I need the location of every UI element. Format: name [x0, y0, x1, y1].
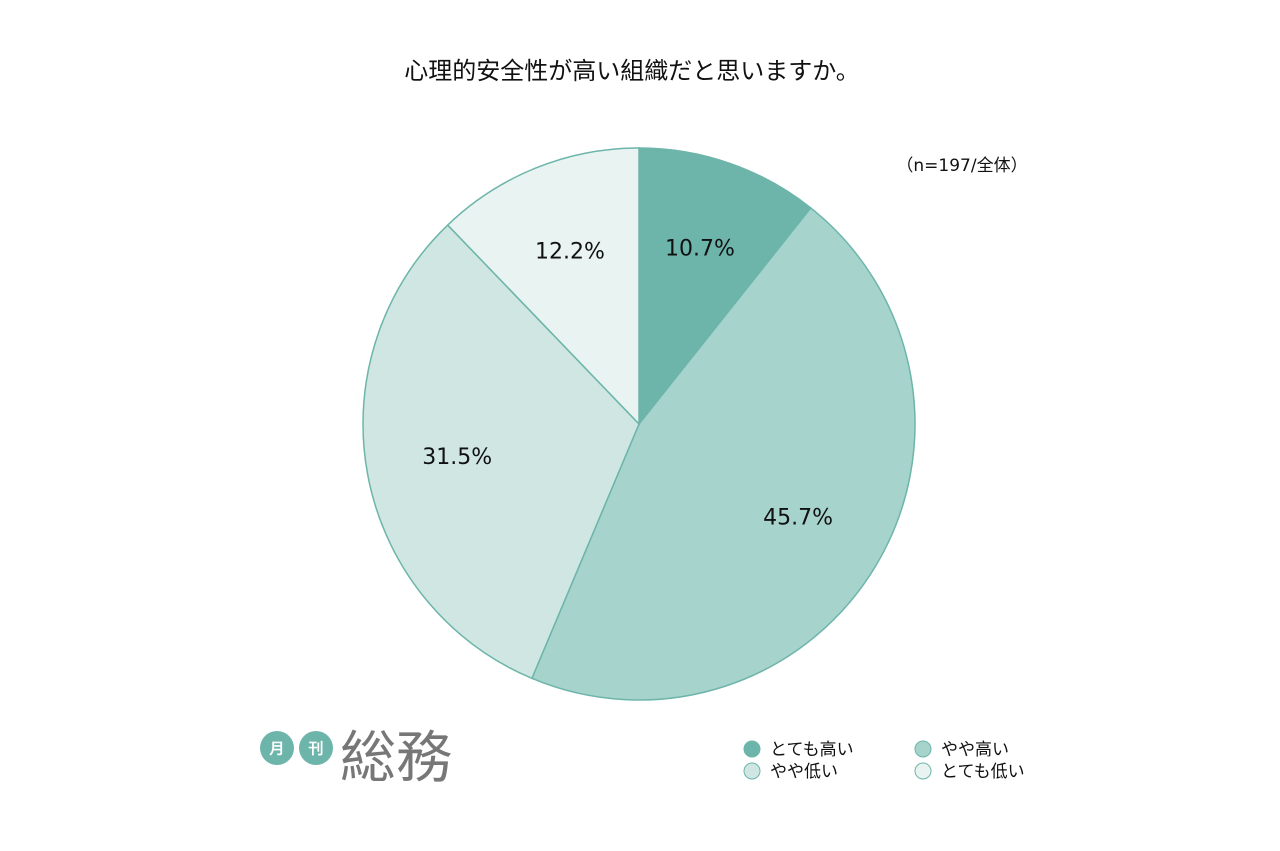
logo-badge: [299, 731, 333, 765]
logo-badge: [260, 731, 294, 765]
chart-title: 心理的安全性が高い組織だと思いますか。: [404, 57, 860, 85]
legend-swatch: [914, 740, 932, 758]
logo-badge-text: 月: [268, 740, 284, 758]
legend-label: やや高い: [941, 740, 1009, 760]
pie-slice: [530, 206, 916, 701]
legend-label: やや低い: [770, 762, 838, 782]
pie-slice: [638, 147, 812, 427]
logo-name: 総務: [340, 726, 452, 791]
data-label: 45.7%: [763, 505, 833, 530]
pie-slice: [446, 147, 640, 426]
logo: 月 刊 総務: [260, 726, 452, 791]
legend-swatch: [743, 740, 761, 758]
legend-swatch: [743, 762, 761, 780]
legend-swatch: [914, 762, 932, 780]
data-label: 12.2%: [535, 239, 605, 264]
logo-badge-text: 刊: [308, 740, 323, 758]
pie-slice: [362, 223, 640, 680]
data-label: 31.5%: [422, 445, 492, 470]
chart-subtitle: （n=197/全体）: [896, 156, 1027, 176]
legend-label: とても低い: [941, 762, 1025, 782]
legend-label: とても高い: [770, 740, 854, 760]
data-label: 10.7%: [665, 236, 735, 261]
